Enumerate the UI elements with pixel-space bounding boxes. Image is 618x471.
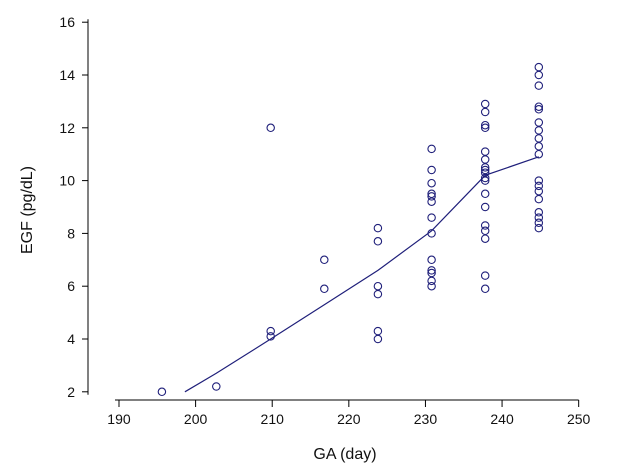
- data-point: [480, 221, 490, 230]
- y-tick-label: 4: [67, 331, 75, 347]
- data-point: [480, 155, 490, 164]
- data-point: [427, 213, 436, 222]
- data-point: [427, 189, 436, 199]
- data-point: [480, 168, 490, 177]
- data-point: [480, 107, 490, 117]
- y-tick-label: 14: [59, 67, 75, 83]
- data-point: [480, 202, 490, 212]
- data-point: [534, 126, 544, 135]
- data-point: [157, 387, 167, 397]
- x-tick-label: 200: [184, 411, 208, 427]
- y-tick-label: 12: [59, 120, 75, 136]
- y-tick-label: 16: [59, 14, 75, 30]
- data-point: [266, 332, 275, 341]
- data-point: [373, 281, 383, 291]
- data-point: [534, 149, 544, 159]
- data-point: [320, 255, 329, 265]
- data-point: [480, 173, 490, 183]
- data-point: [373, 223, 383, 233]
- data-point: [427, 144, 436, 154]
- data-point: [480, 123, 490, 133]
- data-point: [534, 81, 544, 90]
- x-tick-label: 210: [261, 411, 285, 427]
- data-point: [427, 192, 436, 201]
- data-point: [266, 123, 275, 133]
- data-point: [480, 189, 490, 199]
- x-tick-label: 240: [490, 411, 514, 427]
- data-point: [534, 134, 544, 143]
- data-point: [427, 276, 436, 286]
- data-point: [480, 226, 490, 236]
- data-point: [534, 213, 544, 222]
- data-point: [534, 118, 544, 127]
- data-point: [480, 234, 490, 243]
- data-point: [534, 218, 544, 228]
- trend-line-layer: [184, 156, 539, 393]
- data-point: [212, 382, 221, 391]
- data-point: [534, 102, 544, 111]
- data-point: [320, 284, 329, 294]
- y-axis-title: EGF (pg/dL): [19, 166, 36, 254]
- x-tick-label: 190: [107, 411, 131, 427]
- data-point: [534, 208, 544, 217]
- data-point: [373, 289, 383, 299]
- data-point: [427, 229, 436, 238]
- x-tick-label: 250: [567, 411, 591, 427]
- data-point: [534, 181, 544, 191]
- data-point: [373, 334, 383, 344]
- data-point: [373, 326, 383, 336]
- y-tick-label: 2: [67, 384, 75, 400]
- trend-line: [184, 156, 539, 393]
- scatter-points: [157, 62, 544, 397]
- data-point: [480, 165, 490, 175]
- data-point: [480, 284, 490, 294]
- x-axis: 190 200 210 220 230 240 250: [107, 399, 591, 427]
- y-axis: 2 4 6 8 10 12 14 16: [59, 14, 89, 400]
- data-point: [480, 271, 490, 280]
- data-point: [480, 147, 490, 156]
- data-point: [534, 176, 544, 185]
- data-point: [427, 281, 436, 291]
- y-tick-label: 6: [67, 278, 75, 294]
- data-point: [427, 165, 436, 175]
- data-point: [480, 120, 490, 130]
- data-point: [266, 326, 275, 336]
- data-point: [534, 186, 544, 196]
- x-axis-title: GA (day): [313, 446, 376, 463]
- data-point: [534, 105, 544, 114]
- y-tick-label: 8: [67, 225, 75, 241]
- data-point: [427, 268, 436, 278]
- data-point: [534, 223, 544, 233]
- data-point: [427, 255, 436, 265]
- x-tick-label: 230: [414, 411, 438, 427]
- data-point: [427, 178, 436, 188]
- data-point: [534, 62, 544, 72]
- y-tick-label: 10: [59, 173, 75, 189]
- data-point: [534, 142, 544, 151]
- data-point: [373, 237, 383, 246]
- data-point: [480, 99, 490, 109]
- x-tick-label: 220: [337, 411, 361, 427]
- data-point: [534, 70, 544, 80]
- data-point: [534, 194, 544, 204]
- data-point: [427, 266, 436, 275]
